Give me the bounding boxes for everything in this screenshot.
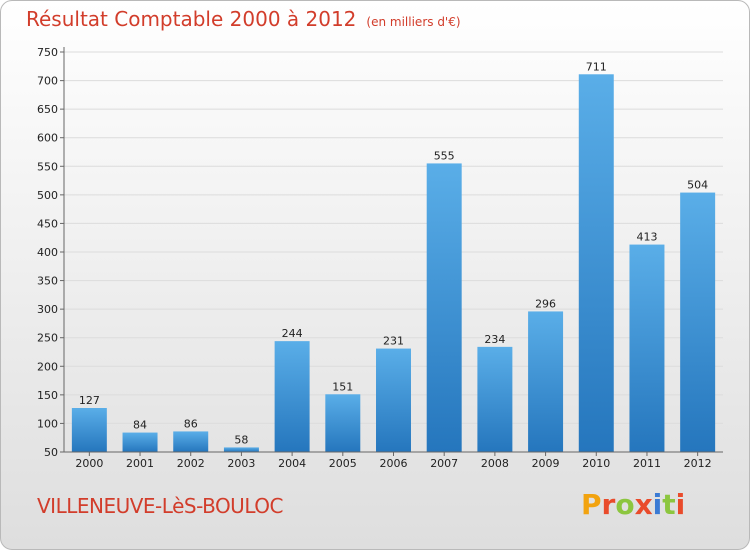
bar-2003 bbox=[223, 447, 259, 452]
x-tick-label-2000: 2000 bbox=[75, 457, 103, 470]
data-label-2002: 86 bbox=[184, 417, 198, 430]
y-tick-label: 300 bbox=[37, 303, 58, 316]
bar-2011 bbox=[629, 244, 665, 452]
data-label-2005: 151 bbox=[332, 380, 353, 393]
y-tick-label: 100 bbox=[37, 417, 58, 430]
y-tick-label: 500 bbox=[37, 189, 58, 202]
data-label-2007: 555 bbox=[434, 149, 455, 162]
bar-2007 bbox=[426, 163, 462, 452]
y-tick-label: 700 bbox=[37, 75, 58, 88]
y-tick-label: 350 bbox=[37, 275, 58, 288]
y-tick-label: 50 bbox=[44, 446, 58, 459]
commune-name: VILLENEUVE-LèS-BOULOC bbox=[37, 494, 283, 518]
x-tick-label-2005: 2005 bbox=[329, 457, 357, 470]
y-tick-label: 250 bbox=[37, 332, 58, 345]
chart-title: Résultat Comptable 2000 à 2012 (en millie… bbox=[26, 7, 461, 31]
data-label-2001: 84 bbox=[133, 419, 147, 432]
proxiti-logo: Proxiti bbox=[581, 488, 686, 521]
x-tick-label-2008: 2008 bbox=[481, 457, 509, 470]
data-label-2010: 711 bbox=[586, 60, 607, 73]
bars bbox=[71, 74, 716, 453]
y-tick-label: 600 bbox=[37, 132, 58, 145]
data-label-2008: 234 bbox=[484, 333, 505, 346]
y-axis-labels: 50 100 150 200 250 300 350 400 450 500 550 600 650 70… bbox=[37, 46, 58, 459]
bar-2001 bbox=[122, 432, 158, 452]
x-axis-labels: 2000 2001 2002 2003 2004 2005 2006 2007 2008 2009… bbox=[75, 457, 711, 470]
data-label-2000: 127 bbox=[79, 394, 100, 407]
y-tick-label: 400 bbox=[37, 246, 58, 259]
x-tick-label-2011: 2011 bbox=[633, 457, 661, 470]
y-tick-label: 200 bbox=[37, 360, 58, 373]
y-tick-label: 750 bbox=[37, 46, 58, 59]
bar-2005 bbox=[325, 394, 361, 452]
bar-2006 bbox=[376, 348, 411, 452]
x-tick-label-2002: 2002 bbox=[177, 457, 205, 470]
y-tick-label: 650 bbox=[37, 103, 58, 116]
bar-2008 bbox=[477, 346, 513, 452]
bar-2009 bbox=[528, 311, 564, 452]
y-tick-label: 150 bbox=[37, 389, 58, 402]
x-tick-label-2010: 2010 bbox=[582, 457, 610, 470]
x-tick-label-2001: 2001 bbox=[126, 457, 154, 470]
x-tick-label-2006: 2006 bbox=[380, 457, 408, 470]
bar-2004 bbox=[274, 341, 310, 452]
data-label-2004: 244 bbox=[282, 327, 303, 340]
x-tick-label-2007: 2007 bbox=[430, 457, 458, 470]
x-tick-label-2004: 2004 bbox=[278, 457, 306, 470]
bar-2002 bbox=[173, 431, 209, 452]
data-labels: 127 84 86 58 244 151 231 555 234 296 711 413 504 bbox=[79, 60, 708, 446]
chart-subtitle: (en milliers d'€) bbox=[366, 15, 461, 29]
data-label-2012: 504 bbox=[687, 179, 708, 192]
x-tick-label-2012: 2012 bbox=[684, 457, 712, 470]
x-tick-label-2003: 2003 bbox=[227, 457, 255, 470]
x-tick-label-2009: 2009 bbox=[532, 457, 560, 470]
bar-2010 bbox=[578, 74, 614, 453]
bar-2012 bbox=[680, 192, 716, 453]
y-tick-label: 550 bbox=[37, 160, 58, 173]
data-label-2009: 296 bbox=[535, 297, 556, 310]
bar-2000 bbox=[71, 408, 107, 452]
data-label-2006: 231 bbox=[383, 335, 404, 348]
axes bbox=[60, 47, 723, 456]
y-tick-label: 450 bbox=[37, 217, 58, 230]
data-label-2011: 413 bbox=[636, 231, 657, 244]
data-label-2003: 58 bbox=[234, 433, 248, 446]
